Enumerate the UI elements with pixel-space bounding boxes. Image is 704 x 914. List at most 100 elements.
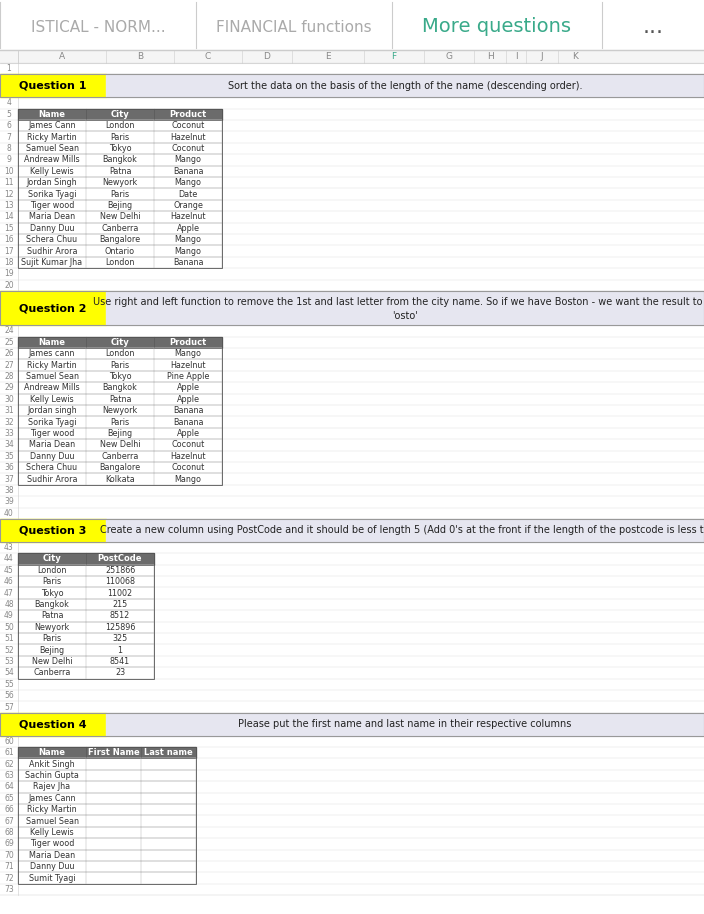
- Bar: [0, 50, 704, 63]
- Bar: [86, 861, 141, 872]
- Text: Tiger wood: Tiger wood: [30, 839, 74, 848]
- Text: Danny Duu: Danny Duu: [30, 224, 74, 233]
- Bar: [86, 223, 154, 234]
- Text: Mango: Mango: [175, 247, 201, 256]
- Text: 29: 29: [4, 383, 14, 392]
- Bar: [18, 165, 86, 177]
- Text: Coconut: Coconut: [171, 441, 205, 450]
- Bar: [18, 120, 222, 132]
- Text: Name: Name: [39, 110, 65, 119]
- Bar: [18, 359, 86, 371]
- Bar: [86, 667, 154, 678]
- Bar: [18, 759, 86, 770]
- Text: 6: 6: [6, 122, 11, 130]
- Bar: [18, 815, 86, 827]
- Bar: [18, 188, 222, 200]
- Bar: [154, 348, 222, 359]
- Text: Bangalore: Bangalore: [99, 463, 141, 473]
- Bar: [18, 770, 196, 781]
- Bar: [18, 382, 86, 394]
- Text: 4: 4: [6, 99, 11, 108]
- Text: Mango: Mango: [175, 155, 201, 165]
- Bar: [141, 781, 196, 792]
- Text: 62: 62: [4, 760, 14, 769]
- Text: 1: 1: [6, 64, 11, 73]
- Text: Sorika Tyagi: Sorika Tyagi: [27, 189, 76, 198]
- Text: 24: 24: [4, 326, 14, 335]
- Bar: [86, 428, 154, 440]
- Text: Sudhir Arora: Sudhir Arora: [27, 247, 77, 256]
- Text: 56: 56: [4, 691, 14, 700]
- Text: 10: 10: [4, 166, 14, 175]
- Text: F: F: [391, 52, 396, 61]
- Text: More questions: More questions: [422, 17, 572, 37]
- Bar: [18, 200, 222, 211]
- Bar: [86, 781, 141, 792]
- Bar: [18, 177, 86, 188]
- Text: Patna: Patna: [41, 611, 63, 621]
- Bar: [18, 462, 222, 473]
- Text: City: City: [111, 338, 130, 346]
- Bar: [0, 291, 704, 325]
- Bar: [18, 154, 86, 165]
- Bar: [141, 759, 196, 770]
- Bar: [18, 872, 86, 884]
- Text: 32: 32: [4, 418, 14, 427]
- Bar: [154, 211, 222, 223]
- Bar: [18, 850, 86, 861]
- Bar: [0, 713, 704, 736]
- Bar: [18, 588, 154, 599]
- Bar: [154, 257, 222, 268]
- Bar: [18, 565, 154, 576]
- Text: 49: 49: [4, 611, 14, 621]
- Text: Ontario: Ontario: [105, 247, 135, 256]
- Text: Maria Dean: Maria Dean: [29, 851, 75, 860]
- Text: Tiger wood: Tiger wood: [30, 201, 74, 210]
- Text: Paris: Paris: [111, 133, 130, 142]
- Bar: [0, 74, 106, 97]
- Bar: [18, 804, 86, 815]
- Bar: [86, 165, 154, 177]
- Text: Danny Duu: Danny Duu: [30, 862, 74, 871]
- Text: Sorika Tyagi: Sorika Tyagi: [27, 418, 76, 427]
- Text: Apple: Apple: [177, 224, 199, 233]
- Bar: [86, 838, 141, 850]
- Text: 35: 35: [4, 452, 14, 461]
- Bar: [18, 622, 86, 633]
- Bar: [154, 234, 222, 245]
- Bar: [18, 792, 86, 804]
- Bar: [18, 850, 196, 861]
- Bar: [18, 257, 222, 268]
- Text: 69: 69: [4, 839, 14, 848]
- Bar: [86, 359, 154, 371]
- Text: Andreaw Mills: Andreaw Mills: [24, 155, 80, 165]
- Text: Mango: Mango: [175, 349, 201, 358]
- Bar: [18, 109, 86, 120]
- Bar: [154, 245, 222, 257]
- Bar: [154, 382, 222, 394]
- Bar: [18, 200, 86, 211]
- Text: 3: 3: [6, 87, 11, 96]
- Bar: [18, 622, 154, 633]
- Bar: [18, 143, 222, 154]
- Text: 22: 22: [4, 303, 14, 313]
- Text: Paris: Paris: [42, 578, 61, 586]
- Text: Banana: Banana: [172, 406, 203, 415]
- Bar: [18, 815, 196, 827]
- Text: 46: 46: [4, 578, 14, 586]
- Bar: [154, 188, 222, 200]
- Text: 15: 15: [4, 224, 14, 233]
- Bar: [18, 382, 222, 394]
- Bar: [18, 417, 86, 428]
- Bar: [18, 440, 222, 451]
- Bar: [18, 109, 222, 120]
- Bar: [18, 405, 222, 417]
- Text: 52: 52: [4, 645, 14, 654]
- Text: Paris: Paris: [42, 634, 61, 643]
- Text: Question 2: Question 2: [19, 303, 87, 314]
- Bar: [86, 872, 141, 884]
- Bar: [0, 74, 704, 97]
- Bar: [86, 611, 154, 622]
- Bar: [18, 644, 86, 656]
- Text: Use right and left function to remove the 1st and last letter from the city name: Use right and left function to remove th…: [92, 297, 704, 307]
